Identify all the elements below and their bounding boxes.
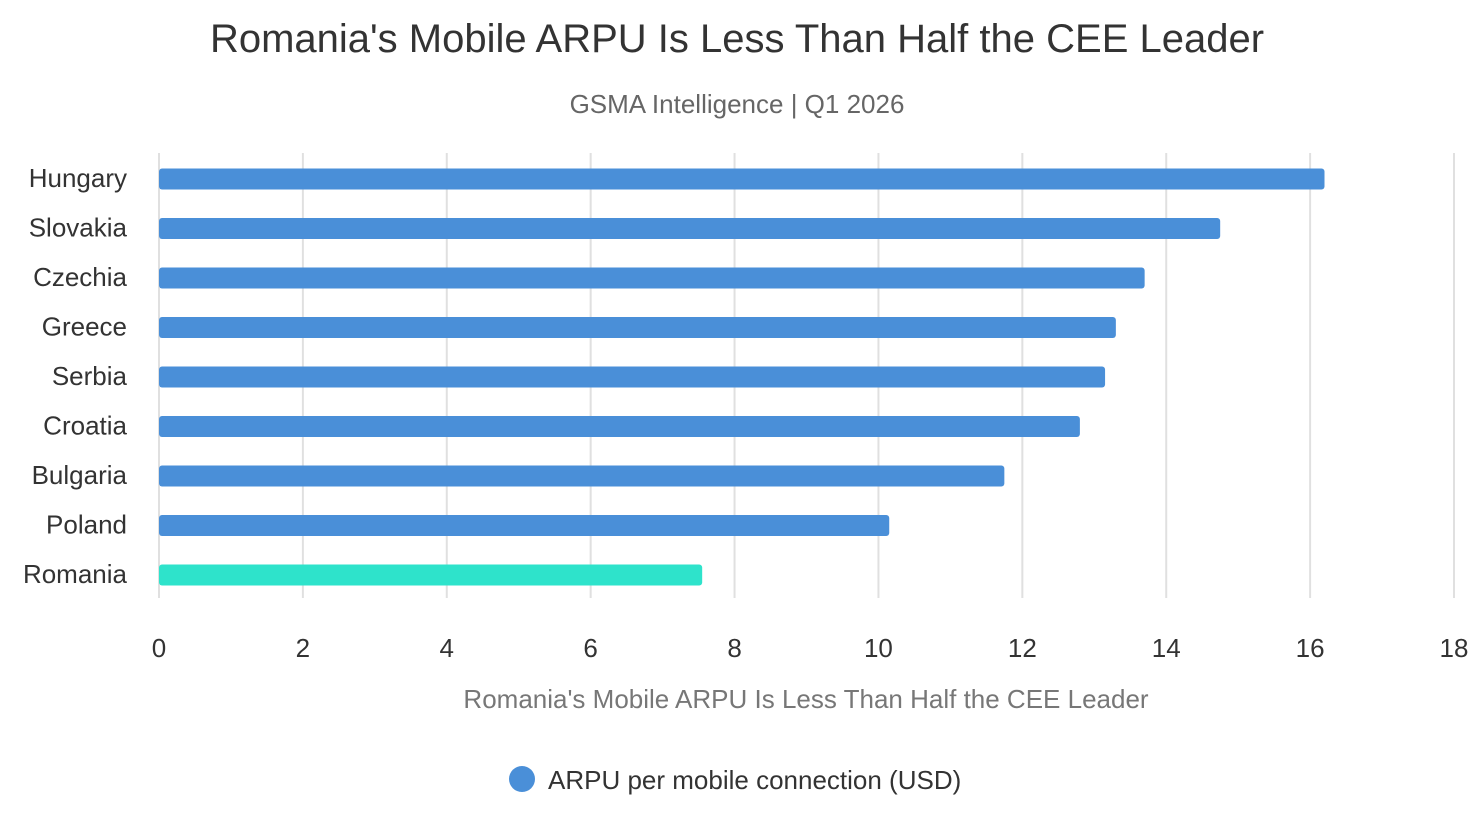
legend[interactable]: ARPU per mobile connection (USD) — [509, 765, 961, 795]
x-tick-label: 14 — [1152, 633, 1181, 663]
bar-serbia[interactable] — [159, 366, 1106, 388]
chart-subtitle: GSMA Intelligence | Q1 2026 — [570, 89, 905, 119]
bar-greece[interactable] — [159, 317, 1116, 338]
bar-poland[interactable] — [159, 515, 890, 536]
x-tick-label: 12 — [1008, 633, 1037, 663]
bar-slovakia[interactable] — [159, 218, 1221, 239]
x-tick-label: 16 — [1296, 633, 1325, 663]
category-label: Romania — [23, 559, 128, 589]
category-label: Slovakia — [29, 213, 128, 243]
category-label: Bulgaria — [32, 460, 128, 490]
category-label: Poland — [46, 510, 127, 540]
legend-marker — [509, 766, 535, 792]
bar-croatia[interactable] — [159, 416, 1080, 437]
category-label: Greece — [42, 312, 127, 342]
bar-hungary[interactable] — [159, 168, 1325, 190]
x-tick-labels: 0 2 4 6 8 10 12 14 16 18 — [152, 633, 1469, 663]
x-tick-label: 0 — [152, 633, 166, 663]
category-label: Czechia — [33, 262, 127, 292]
x-tick-label: 2 — [296, 633, 310, 663]
category-label: Serbia — [52, 361, 128, 391]
bar-bulgaria[interactable] — [159, 465, 1005, 487]
x-axis-title: Romania's Mobile ARPU Is Less Than Half … — [463, 684, 1148, 714]
x-tick-label: 8 — [727, 633, 741, 663]
bar-czechia[interactable] — [159, 267, 1145, 289]
category-label: Hungary — [29, 163, 127, 193]
bars — [159, 168, 1325, 586]
category-labels: Hungary Slovakia Czechia Greece Serbia Croati… — [23, 163, 128, 589]
x-tick-label: 18 — [1440, 633, 1469, 663]
legend-label: ARPU per mobile connection (USD) — [548, 765, 961, 795]
x-tick-label: 10 — [864, 633, 893, 663]
chart-title: Romania's Mobile ARPU Is Less Than Half … — [210, 17, 1264, 61]
bar-romania[interactable] — [159, 564, 703, 586]
x-tick-label: 4 — [440, 633, 454, 663]
x-tick-label: 6 — [583, 633, 597, 663]
category-label: Croatia — [43, 411, 127, 441]
